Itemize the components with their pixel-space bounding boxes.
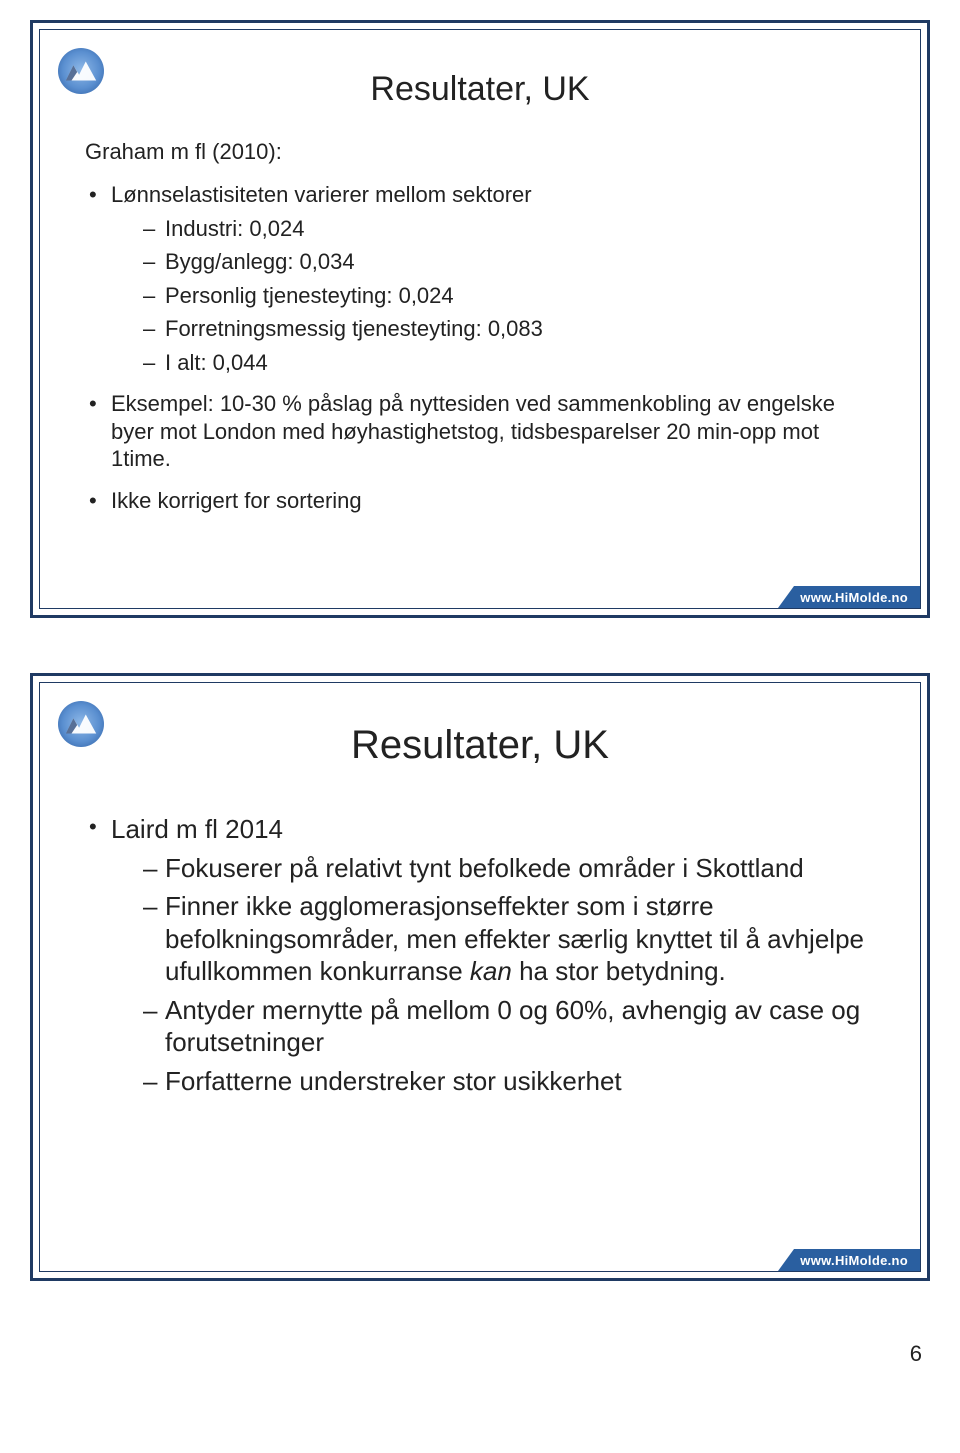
bullet-text: Laird m fl 2014 — [111, 814, 283, 844]
sub-agglom: Finner ikke agglomerasjonseffekter som i… — [141, 890, 875, 988]
slide-1-inner: Resultater, UK Graham m fl (2010): Lønns… — [39, 29, 921, 609]
sub-usikkerhet: Forfatterne understreker stor usikkerhet — [141, 1065, 875, 1098]
slide-title: Resultater, UK — [85, 70, 875, 109]
sub-list-laird: Fokuserer på relativt tynt befolkede omr… — [111, 852, 875, 1098]
author-line: Graham m fl (2010): — [85, 139, 875, 165]
sub-industri: Industri: 0,024 — [141, 215, 875, 243]
himolde-logo-icon — [58, 48, 104, 94]
sub-ialt: I alt: 0,044 — [141, 349, 875, 377]
footer-bar: www.HiMolde.no — [794, 1249, 920, 1271]
footer-tail-icon — [778, 586, 794, 608]
slide-2-inner: Resultater, UK Laird m fl 2014 Fokuserer… — [39, 682, 921, 1272]
footer-url: www.HiMolde.no — [794, 1250, 920, 1271]
sub-list-sectors: Industri: 0,024 Bygg/anlegg: 0,034 Perso… — [111, 215, 875, 377]
bullet-text: Lønnselastisiteten varierer mellom sekto… — [111, 182, 532, 207]
bullet-list: Laird m fl 2014 Fokuserer på relativt ty… — [85, 813, 875, 1097]
footer-url: www.HiMolde.no — [794, 587, 920, 608]
himolde-logo-icon — [58, 701, 104, 747]
bullet-elasticity: Lønnselastisiteten varierer mellom sekto… — [85, 181, 875, 376]
text-part-b: kan — [470, 956, 512, 986]
sub-skottland: Fokuserer på relativt tynt befolkede omr… — [141, 852, 875, 885]
page-number: 6 — [30, 1336, 930, 1367]
footer-bar: www.HiMolde.no — [794, 586, 920, 608]
footer-tail-icon — [778, 1249, 794, 1271]
sub-mernytte: Antyder mernytte på mellom 0 og 60%, avh… — [141, 994, 875, 1059]
sub-forretning: Forretningsmessig tjenesteyting: 0,083 — [141, 315, 875, 343]
slide-2: Resultater, UK Laird m fl 2014 Fokuserer… — [30, 673, 930, 1281]
slide-1: Resultater, UK Graham m fl (2010): Lønns… — [30, 20, 930, 618]
sub-personlig: Personlig tjenesteyting: 0,024 — [141, 282, 875, 310]
sub-bygg: Bygg/anlegg: 0,034 — [141, 248, 875, 276]
bullet-laird: Laird m fl 2014 Fokuserer på relativt ty… — [85, 813, 875, 1097]
bullet-list: Lønnselastisiteten varierer mellom sekto… — [85, 181, 875, 514]
slide-title: Resultater, UK — [85, 723, 875, 768]
bullet-eksempel: Eksempel: 10-30 % påslag på nyttesiden v… — [85, 390, 875, 473]
text-part-c: ha stor betydning. — [512, 956, 726, 986]
bullet-sortering: Ikke korrigert for sortering — [85, 487, 875, 515]
